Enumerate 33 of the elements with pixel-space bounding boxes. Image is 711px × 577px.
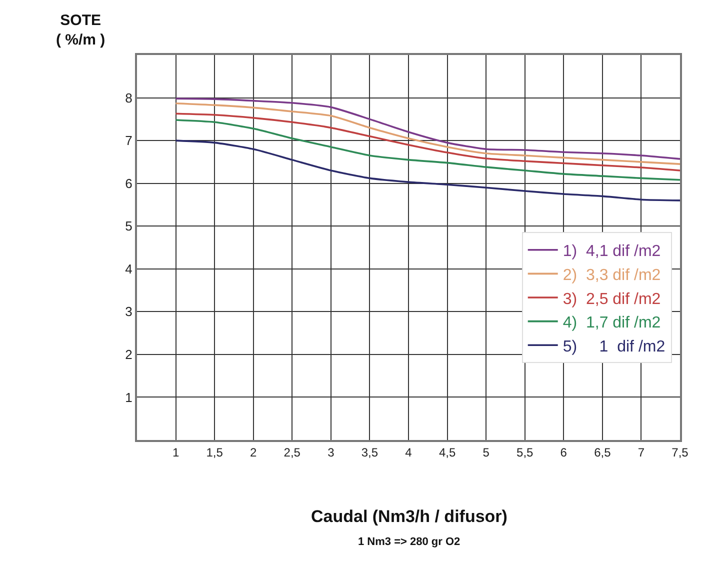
x-tick-label: 5 xyxy=(482,445,490,460)
legend-label: 2) 3,3 dif /m2 xyxy=(562,266,661,284)
y-tick-label: 3 xyxy=(125,304,132,320)
line-series xyxy=(174,140,680,202)
x-tick-label: 6,5 xyxy=(594,445,612,460)
legend-label: 5) 1 dif /m2 xyxy=(562,338,666,356)
x-tick-label: 7 xyxy=(638,445,645,460)
x-axis-title: Caudal (Nm3/h / difusor) xyxy=(311,507,508,526)
x-tick-label: 2 xyxy=(250,445,258,460)
legend-label: 3) 2,5 dif /m2 xyxy=(562,290,661,308)
y-tick-label: 8 xyxy=(125,90,132,106)
x-tick-label: 7,5 xyxy=(672,445,689,460)
x-tick-label: 1,5 xyxy=(206,445,224,460)
x-tick-label: 4 xyxy=(405,445,412,460)
x-tick-label: 5,5 xyxy=(516,445,534,460)
y-tick-label: 2 xyxy=(125,346,132,362)
y-tick-label: 4 xyxy=(125,261,132,276)
y-tick-label: 1 xyxy=(125,390,132,405)
legend-label: 4) 1,7 dif /m2 xyxy=(562,314,661,332)
text: 1 Nm3 => 280 gr O2 xyxy=(358,536,460,548)
x-tick-label: 2,5 xyxy=(284,445,301,460)
y-tick-label: 7 xyxy=(125,133,132,148)
y-axis-title: SOTE ( %/m ) xyxy=(56,12,106,48)
x-tick-label: 1 xyxy=(172,445,180,460)
x-tick-label: 3 xyxy=(328,445,335,460)
y-tick-label: 6 xyxy=(125,176,132,191)
legend-label: 1) 4,1 dif /m2 xyxy=(562,243,661,260)
line-series xyxy=(174,112,680,172)
line-series xyxy=(174,119,680,181)
x-tick-label: 4,5 xyxy=(438,445,456,460)
x-tick-label: 6 xyxy=(560,445,568,460)
y-tick-label: 5 xyxy=(125,218,132,234)
x-tick-label: 3,5 xyxy=(361,445,378,460)
